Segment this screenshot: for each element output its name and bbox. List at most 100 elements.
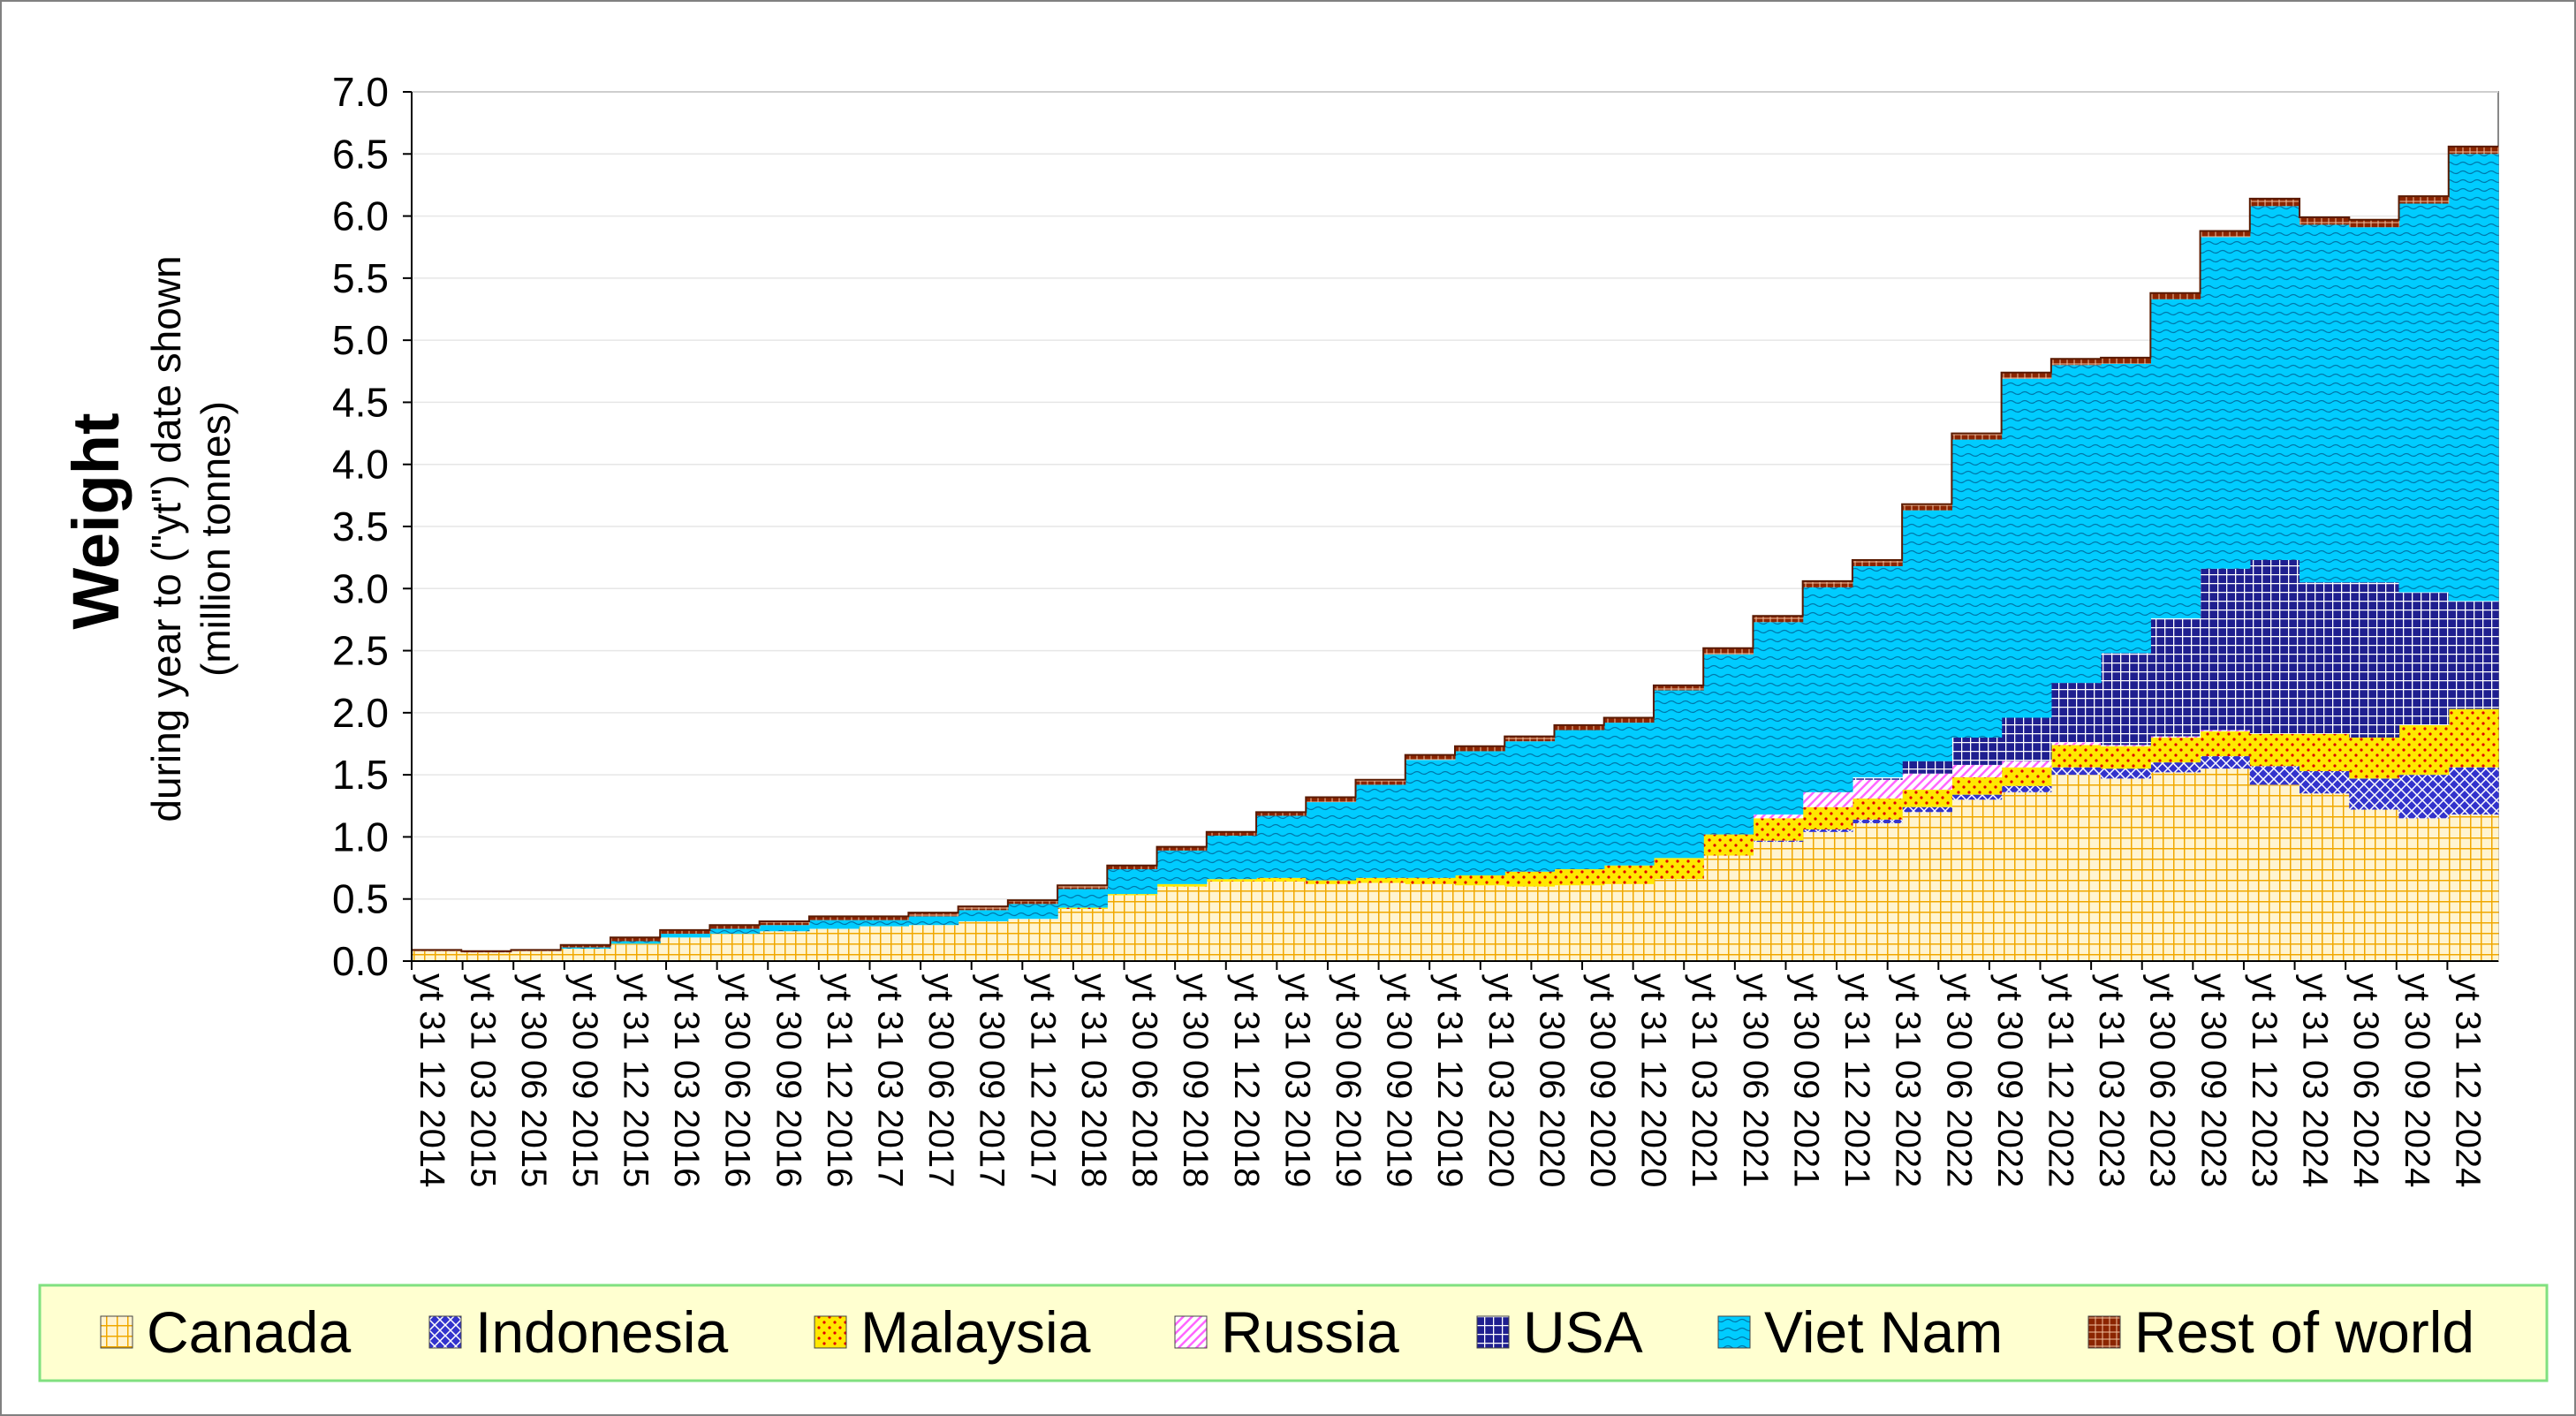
data-bar [1703, 654, 1754, 835]
data-bar [660, 937, 711, 961]
data-bar [958, 910, 1009, 922]
legend-item: Viet Nam [1717, 1299, 2003, 1365]
data-bar [2299, 793, 2350, 961]
legend-label: Canada [147, 1299, 351, 1365]
legend-label: Russia [1221, 1299, 1399, 1365]
data-bar [2398, 592, 2450, 725]
data-bar [2249, 784, 2300, 961]
data-bar [1057, 885, 1108, 890]
legend-label: Indonesia [475, 1299, 729, 1365]
data-bar [1802, 829, 1853, 832]
data-bar [1951, 776, 2003, 795]
data-bar [2001, 372, 2052, 379]
legend-item: USA [1476, 1299, 1643, 1365]
canada-swatch-icon [100, 1315, 133, 1349]
x-tick-label: yt 30 09 2015 [565, 973, 604, 1187]
data-bar [1156, 850, 1208, 884]
data-bar [2150, 736, 2201, 738]
data-bar [2150, 618, 2201, 737]
data-bar [2249, 198, 2300, 207]
data-bar [2398, 775, 2450, 819]
data-bar [1951, 737, 2003, 765]
x-tick-label: yt 30 09 2023 [2193, 973, 2232, 1187]
x-tick-label: yt 30 09 2019 [1380, 973, 1419, 1187]
data-bar [1156, 886, 1208, 961]
data-bar [660, 934, 711, 938]
data-bar [461, 952, 512, 961]
x-tick-labels: yt 31 12 2014 yt 31 03 2015 yt 30 06 2015 y… [413, 973, 2487, 1187]
series-rest-of-world [412, 146, 2499, 953]
data-bar [2299, 733, 2350, 771]
legend-item: Canada [100, 1299, 351, 1365]
data-bar [808, 920, 860, 929]
data-bar [2150, 292, 2201, 299]
data-bar [1306, 883, 1357, 961]
x-tick-label: yt 31 03 2023 [2092, 973, 2131, 1187]
data-bar [2101, 357, 2151, 364]
data-bar [2050, 742, 2102, 746]
data-bar [1554, 868, 1605, 886]
x-tick-label: yt 30 06 2020 [1532, 973, 1571, 1187]
data-bar [1455, 875, 1505, 886]
data-bar [1206, 882, 1257, 961]
data-bar [2249, 766, 2300, 785]
data-bar [1603, 883, 1655, 961]
data-bar [1455, 885, 1505, 961]
data-bar [1802, 587, 1853, 792]
y-axis-label: Weight [59, 413, 133, 629]
data-bar [1951, 439, 2003, 738]
x-tick-label: yt 30 09 2024 [2398, 973, 2436, 1187]
data-bar [560, 944, 611, 948]
data-bar [2050, 767, 2102, 776]
data-bar [1057, 907, 1108, 909]
data-bar [1554, 724, 1605, 731]
x-tick-label: yt 30 06 2018 [1125, 973, 1164, 1187]
data-bar [1603, 865, 1655, 884]
data-bar [2001, 767, 2052, 786]
data-bar [1951, 799, 2003, 961]
x-tick-label: yt 30 09 2022 [1990, 973, 2029, 1187]
data-bar [2349, 809, 2400, 961]
series-malaysia [1057, 708, 2499, 909]
x-tick-label: yt 31 12 2017 [1023, 973, 1062, 1187]
x-tick-label: yt 31 03 2021 [1685, 973, 1724, 1187]
data-bar [2150, 737, 2201, 763]
data-bar [1902, 790, 1952, 807]
data-bar [1007, 919, 1058, 961]
x-tick-label: yt 31 03 2019 [1277, 973, 1316, 1187]
x-tick-label: yt 30 06 2021 [1736, 973, 1775, 1187]
data-bar [1405, 760, 1456, 878]
data-bar [1355, 882, 1406, 961]
data-bar [2050, 365, 2102, 684]
x-tick-label: yt 31 03 2020 [1481, 973, 1520, 1187]
data-bar [1802, 831, 1853, 961]
data-bar [1107, 865, 1158, 869]
x-tick-label: yt 30 06 2017 [921, 973, 960, 1187]
legend-label: Viet Nam [1764, 1299, 2003, 1365]
data-bar [2398, 196, 2450, 204]
y-tick-label: 2.0 [332, 690, 389, 736]
data-bar [2349, 582, 2400, 738]
data-bar [2299, 216, 2350, 225]
data-bar [1951, 794, 2003, 800]
rest-of-world-swatch-icon [2087, 1315, 2121, 1349]
data-bar [1256, 815, 1307, 878]
data-bar [2448, 601, 2499, 709]
data-bar [2398, 818, 2450, 961]
data-bar [2448, 708, 2499, 768]
data-bar [2349, 219, 2400, 228]
russia-swatch-icon [1174, 1315, 1208, 1349]
data-bar [1057, 889, 1108, 908]
data-bar [1653, 685, 1704, 691]
y-tick-label: 0.0 [332, 938, 389, 984]
data-bar [2101, 778, 2151, 961]
series-viet-nam [560, 154, 2499, 949]
data-bar [808, 916, 860, 920]
y-tick-label: 4.0 [332, 442, 389, 488]
data-bar [2249, 559, 2300, 734]
x-tick-label: yt 30 09 2017 [973, 973, 1011, 1187]
legend: Canada Indonesia Malaysia Russia USA Viet Nam… [38, 1283, 2549, 1382]
data-bar [1852, 798, 1903, 820]
data-bar [859, 926, 909, 961]
x-tick-label: yt 31 03 2015 [464, 973, 503, 1187]
